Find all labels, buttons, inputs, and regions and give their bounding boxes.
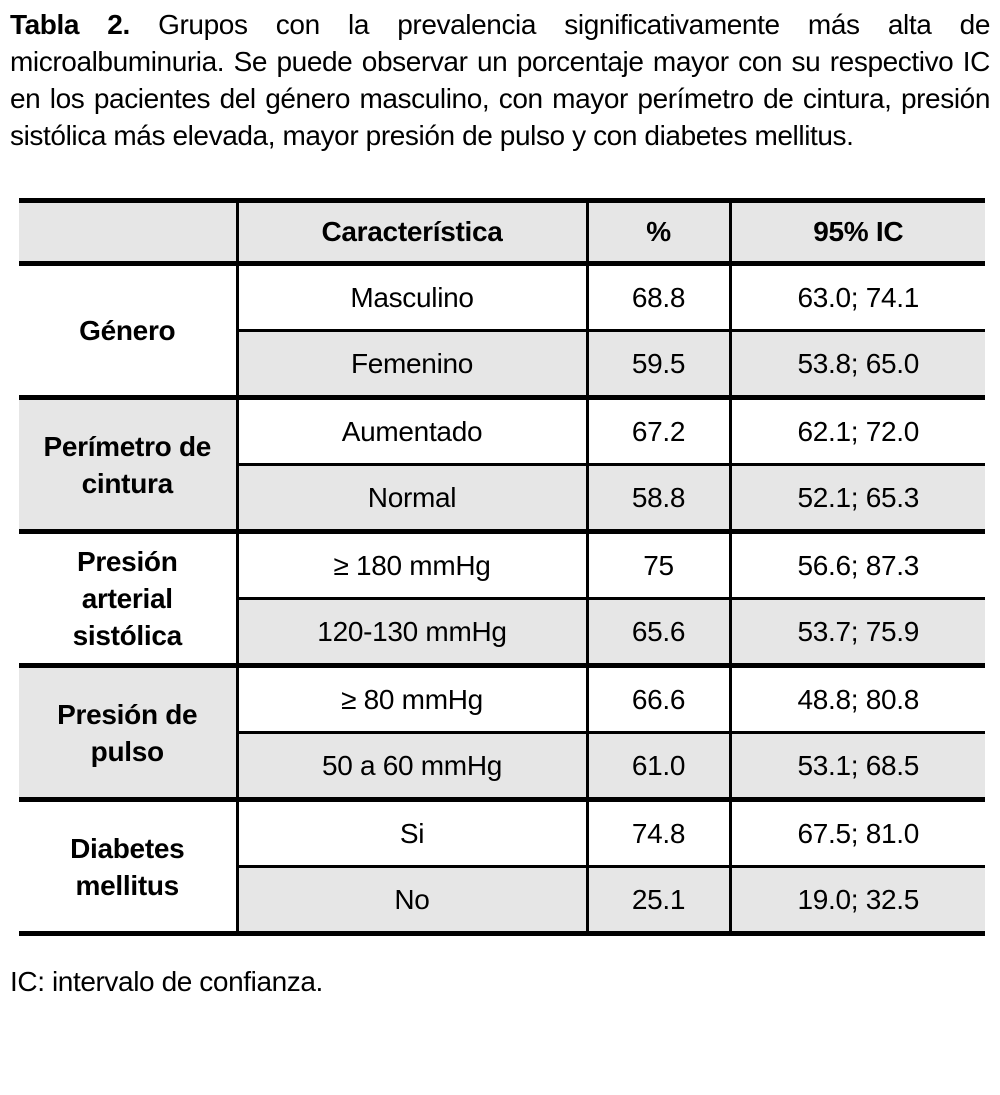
group-label-presion-de-pulso: Presión de pulso bbox=[19, 663, 239, 800]
group-label-line: cintura bbox=[81, 467, 174, 499]
cell-characteristic: Masculino bbox=[237, 261, 589, 331]
cell-characteristic: Aumentado bbox=[237, 395, 589, 465]
group-label-line: mellitus bbox=[75, 869, 180, 901]
cell-ci: 52.1; 65.3 bbox=[730, 463, 985, 532]
cell-ci: 48.8; 80.8 bbox=[730, 663, 985, 733]
cell-percent: 67.2 bbox=[587, 395, 732, 465]
table-row: Género Masculino 68.8 63.0; 74.1 bbox=[19, 261, 985, 398]
cell-characteristic: Normal bbox=[237, 463, 589, 532]
cell-characteristic: 50 a 60 mmHg bbox=[237, 731, 589, 800]
cell-ci: 67.5; 81.0 bbox=[730, 797, 985, 867]
cell-ci: 53.8; 65.0 bbox=[730, 329, 985, 398]
group-label-perimetro-cintura: Perímetro de cintura bbox=[19, 395, 239, 532]
group-label-diabetes-mellitus: Diabetes mellitus bbox=[19, 797, 239, 934]
group-label-line: Presión bbox=[76, 546, 178, 577]
group-diabetes-mellitus: Diabetes mellitus Si 74.8 67.5; 81.0 No … bbox=[19, 797, 985, 934]
cell-ci: 19.0; 32.5 bbox=[730, 865, 985, 934]
header-cell-characteristic: Característica bbox=[237, 200, 589, 266]
cell-characteristic: Si bbox=[237, 797, 589, 867]
table-row: Diabetes mellitus Si 74.8 67.5; 81.0 bbox=[19, 797, 985, 934]
cell-percent: 66.6 bbox=[587, 663, 732, 733]
footnote: IC: intervalo de confianza. bbox=[10, 966, 323, 997]
header-cell-ci: 95% IC bbox=[730, 200, 985, 266]
group-label-line: Perímetro de bbox=[43, 430, 212, 462]
cell-characteristic: ≥ 180 mmHg bbox=[237, 529, 589, 599]
table-row: Femenino 59.5 53.8; 65.0 bbox=[19, 329, 985, 398]
cell-ci: 63.0; 74.1 bbox=[730, 261, 985, 331]
cell-percent: 68.8 bbox=[587, 261, 732, 331]
table-row: 50 a 60 mmHg 61.0 53.1; 68.5 bbox=[19, 731, 985, 800]
page: Tabla 2. Grupos con la prevalencia signi… bbox=[10, 6, 990, 997]
cell-percent: 59.5 bbox=[587, 329, 732, 398]
group-label-line: sistólica bbox=[72, 620, 183, 651]
table-row: 120-130 mmHg 65.6 53.7; 75.9 bbox=[19, 597, 985, 666]
table-row: No 25.1 19.0; 32.5 bbox=[19, 865, 985, 934]
cell-percent: 61.0 bbox=[587, 731, 732, 800]
header-cell-percent: % bbox=[587, 200, 732, 266]
caption-text: Grupos con la prevalencia significativam… bbox=[10, 9, 990, 151]
cell-ci: 62.1; 72.0 bbox=[730, 395, 985, 465]
group-label-line: pulso bbox=[90, 735, 164, 767]
cell-percent: 74.8 bbox=[587, 797, 732, 867]
group-label-line: Diabetes bbox=[70, 832, 185, 864]
header-cell-empty bbox=[19, 200, 239, 266]
cell-percent: 58.8 bbox=[587, 463, 732, 532]
cell-ci: 53.7; 75.9 bbox=[730, 597, 985, 666]
cell-characteristic: No bbox=[237, 865, 589, 934]
table-row: Presión arterial sistólica ≥ 180 mmHg 75… bbox=[19, 529, 985, 666]
group-presion-arterial-sistolica: Presión arterial sistólica ≥ 180 mmHg 75… bbox=[19, 529, 985, 666]
cell-percent: 65.6 bbox=[587, 597, 732, 666]
cell-ci: 56.6; 87.3 bbox=[730, 529, 985, 599]
cell-characteristic: 120-130 mmHg bbox=[237, 597, 589, 666]
group-genero: Género Masculino 68.8 63.0; 74.1 Femenin… bbox=[19, 261, 985, 398]
group-label-line: Presión de bbox=[57, 698, 198, 730]
group-label-line: Género bbox=[79, 315, 176, 346]
cell-ci: 53.1; 68.5 bbox=[730, 731, 985, 800]
group-presion-de-pulso: Presión de pulso ≥ 80 mmHg 66.6 48.8; 80… bbox=[19, 663, 985, 800]
cell-characteristic: ≥ 80 mmHg bbox=[237, 663, 589, 733]
table-row: Presión de pulso ≥ 80 mmHg 66.6 48.8; 80… bbox=[19, 663, 985, 800]
caption-label: Tabla 2. bbox=[10, 9, 130, 40]
table-caption: Tabla 2. Grupos con la prevalencia signi… bbox=[10, 6, 990, 154]
table-row: Perímetro de cintura Aumentado 67.2 62.1… bbox=[19, 395, 985, 532]
group-label-genero: Género bbox=[19, 261, 239, 398]
group-label-line: arterial bbox=[81, 583, 173, 614]
cell-percent: 75 bbox=[587, 529, 732, 599]
group-perimetro-cintura: Perímetro de cintura Aumentado 67.2 62.1… bbox=[19, 395, 985, 532]
cell-percent: 25.1 bbox=[587, 865, 732, 934]
table-row: Normal 58.8 52.1; 65.3 bbox=[19, 463, 985, 532]
prevalence-table: Característica % 95% IC Género Masculino… bbox=[19, 198, 985, 936]
cell-characteristic: Femenino bbox=[237, 329, 589, 398]
header-row: Característica % 95% IC bbox=[19, 200, 985, 266]
group-label-presion-arterial-sistolica: Presión arterial sistólica bbox=[19, 529, 239, 666]
